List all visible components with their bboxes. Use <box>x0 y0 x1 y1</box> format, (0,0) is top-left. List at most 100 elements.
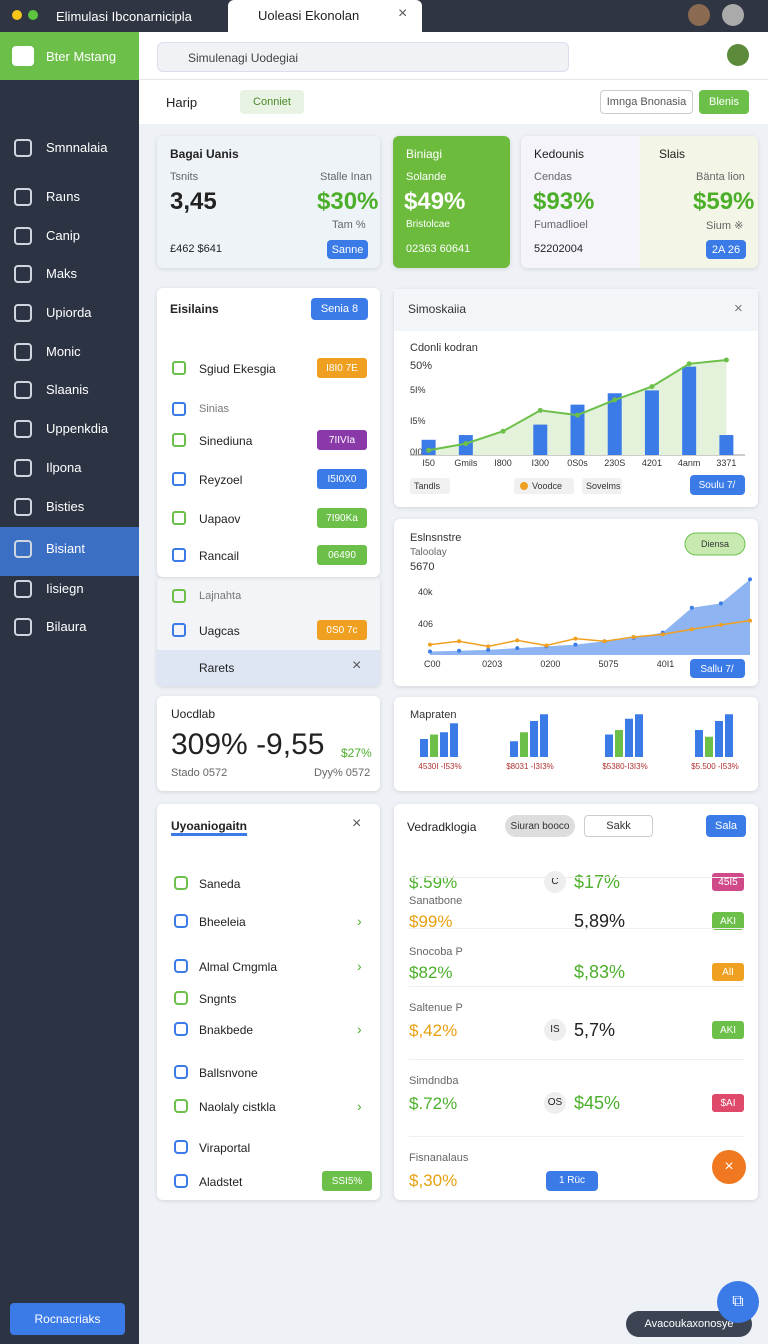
chart-title: Eslnsnstre <box>410 532 461 544</box>
button[interactable] <box>690 659 745 678</box>
row-divider <box>409 1136 744 1137</box>
item-label: Almal Cmgmla <box>199 960 278 974</box>
item-icon <box>172 433 186 447</box>
nav-icon <box>14 540 32 558</box>
close-icon: × <box>352 657 362 674</box>
point <box>686 361 692 367</box>
item-icon <box>172 361 186 375</box>
bar <box>725 714 733 757</box>
row-left: $.72% <box>409 1094 458 1113</box>
area-chart: Eslnsnstre Taloolay 5670 Diensa 40k 406 C00 020… <box>410 532 752 678</box>
row-label: Fisnanalaus <box>409 1152 469 1164</box>
point <box>463 441 469 447</box>
list-card: Eisilains Senia 8 Sgiud Ekesgia I8I0 7E Sin… <box>157 288 380 640</box>
brand: Bter Mstang <box>46 49 117 64</box>
item-icon <box>172 623 186 637</box>
nav-icon <box>14 420 32 438</box>
nav-item: Bilaura <box>46 619 87 634</box>
nav-icon <box>14 304 32 322</box>
active-tab[interactable]: Uoleasi Ekonolan × <box>228 0 422 32</box>
item-icon <box>174 876 188 890</box>
legend-box <box>410 478 450 494</box>
note: Tam % <box>332 219 366 231</box>
item-icon <box>172 511 186 525</box>
card-button[interactable]: Sala <box>706 815 746 837</box>
nav-icon <box>14 343 32 361</box>
item-label: Ballsnvone <box>199 1066 258 1080</box>
row-right: $17% <box>574 872 621 892</box>
fab[interactable]: ⧉ <box>717 1281 759 1323</box>
card-button[interactable]: Senia 8 <box>311 298 368 320</box>
filter[interactable]: Siuran booco <box>505 815 575 837</box>
card-title: Bagai Uanis <box>170 147 239 161</box>
item-icon <box>174 1099 188 1113</box>
card-button[interactable]: Sanne <box>327 240 368 259</box>
percent: $30% <box>317 188 379 215</box>
search-box[interactable]: Simulenagi Uodegiai <box>157 42 569 72</box>
item-label: Saneda <box>199 877 241 891</box>
item-icon <box>172 472 186 486</box>
group-label: 4530I -I53% <box>418 762 461 771</box>
point <box>748 577 752 582</box>
x-tick-label: 0200 <box>540 659 560 669</box>
chip: 1 Rüc <box>546 1171 598 1191</box>
badge: I5I0X0 <box>317 469 367 489</box>
tag[interactable]: Conniet <box>240 90 304 114</box>
primary-button[interactable]: Blenis <box>699 90 749 114</box>
point <box>515 646 520 651</box>
nav-icon <box>14 618 32 636</box>
item-icon <box>172 402 186 416</box>
close-icon: × <box>734 300 743 317</box>
point <box>631 634 636 639</box>
nav-item: Bisiant <box>46 541 86 556</box>
stat-card: Kedounis Cendas $93% Fumadlioel 52202004… <box>521 136 758 268</box>
button-label: Sallu 7/ <box>700 664 734 675</box>
subtitle: Cdonli kodran <box>410 342 478 354</box>
active-item <box>0 527 139 576</box>
secondary-button[interactable]: Imnga Bnonasia <box>600 90 693 114</box>
nav-item: Monic <box>46 344 81 359</box>
tab-title: Elimulasi Ibconarnicipla <box>56 9 192 24</box>
row-right: $,83% <box>574 962 626 982</box>
row-right: 5,89% <box>574 911 626 931</box>
card-button[interactable]: 2A 26 <box>706 240 746 259</box>
search[interactable]: Sakk <box>584 815 653 837</box>
sidebar-footer-button[interactable]: Rocnacriaks <box>10 1303 125 1335</box>
bar <box>450 723 458 757</box>
toolbar-title: Harip <box>166 95 198 110</box>
nav-icon <box>14 265 32 283</box>
point <box>515 638 520 643</box>
group-label: $5.500 -I53% <box>691 762 739 771</box>
nav-item: Upiorda <box>46 305 92 320</box>
button[interactable] <box>690 475 745 495</box>
x-tick-label: 40I1 <box>657 659 675 669</box>
bar <box>715 721 723 757</box>
percent: $27% <box>341 746 372 760</box>
bar <box>530 721 538 757</box>
item-label: Sgiud Ekesgia <box>199 362 276 376</box>
button-label: Soulu 7/ <box>699 480 736 491</box>
item-icon <box>172 589 186 603</box>
point <box>500 428 506 434</box>
nav-icon <box>14 188 32 206</box>
table-card: Vedradklogia Siuran booco Sakk Sala × $.5… <box>394 804 758 1200</box>
nav-item: Ilpona <box>46 460 82 475</box>
x-tick-label: 230S <box>604 458 625 468</box>
item-label: Aladstet <box>199 1175 243 1189</box>
chart-title: Mapraten <box>410 709 456 721</box>
nav-icon <box>14 498 32 516</box>
point <box>544 643 549 648</box>
dot <box>28 10 38 20</box>
chart-card: Eslnsnstre Taloolay 5670 Diensa 40k 406 C00 020… <box>394 519 758 686</box>
list-footer: Rarets × <box>157 650 380 686</box>
fab[interactable]: × <box>712 1150 746 1184</box>
x-tick-label: I800 <box>494 458 512 468</box>
y-label: 40k <box>418 587 433 597</box>
point <box>573 636 578 641</box>
pill[interactable] <box>684 532 746 556</box>
nav-item: Slaanis <box>46 382 89 397</box>
item-label: Naolaly cistkla <box>199 1100 276 1114</box>
nav-item: Bisties <box>46 499 85 514</box>
bar <box>719 435 734 455</box>
